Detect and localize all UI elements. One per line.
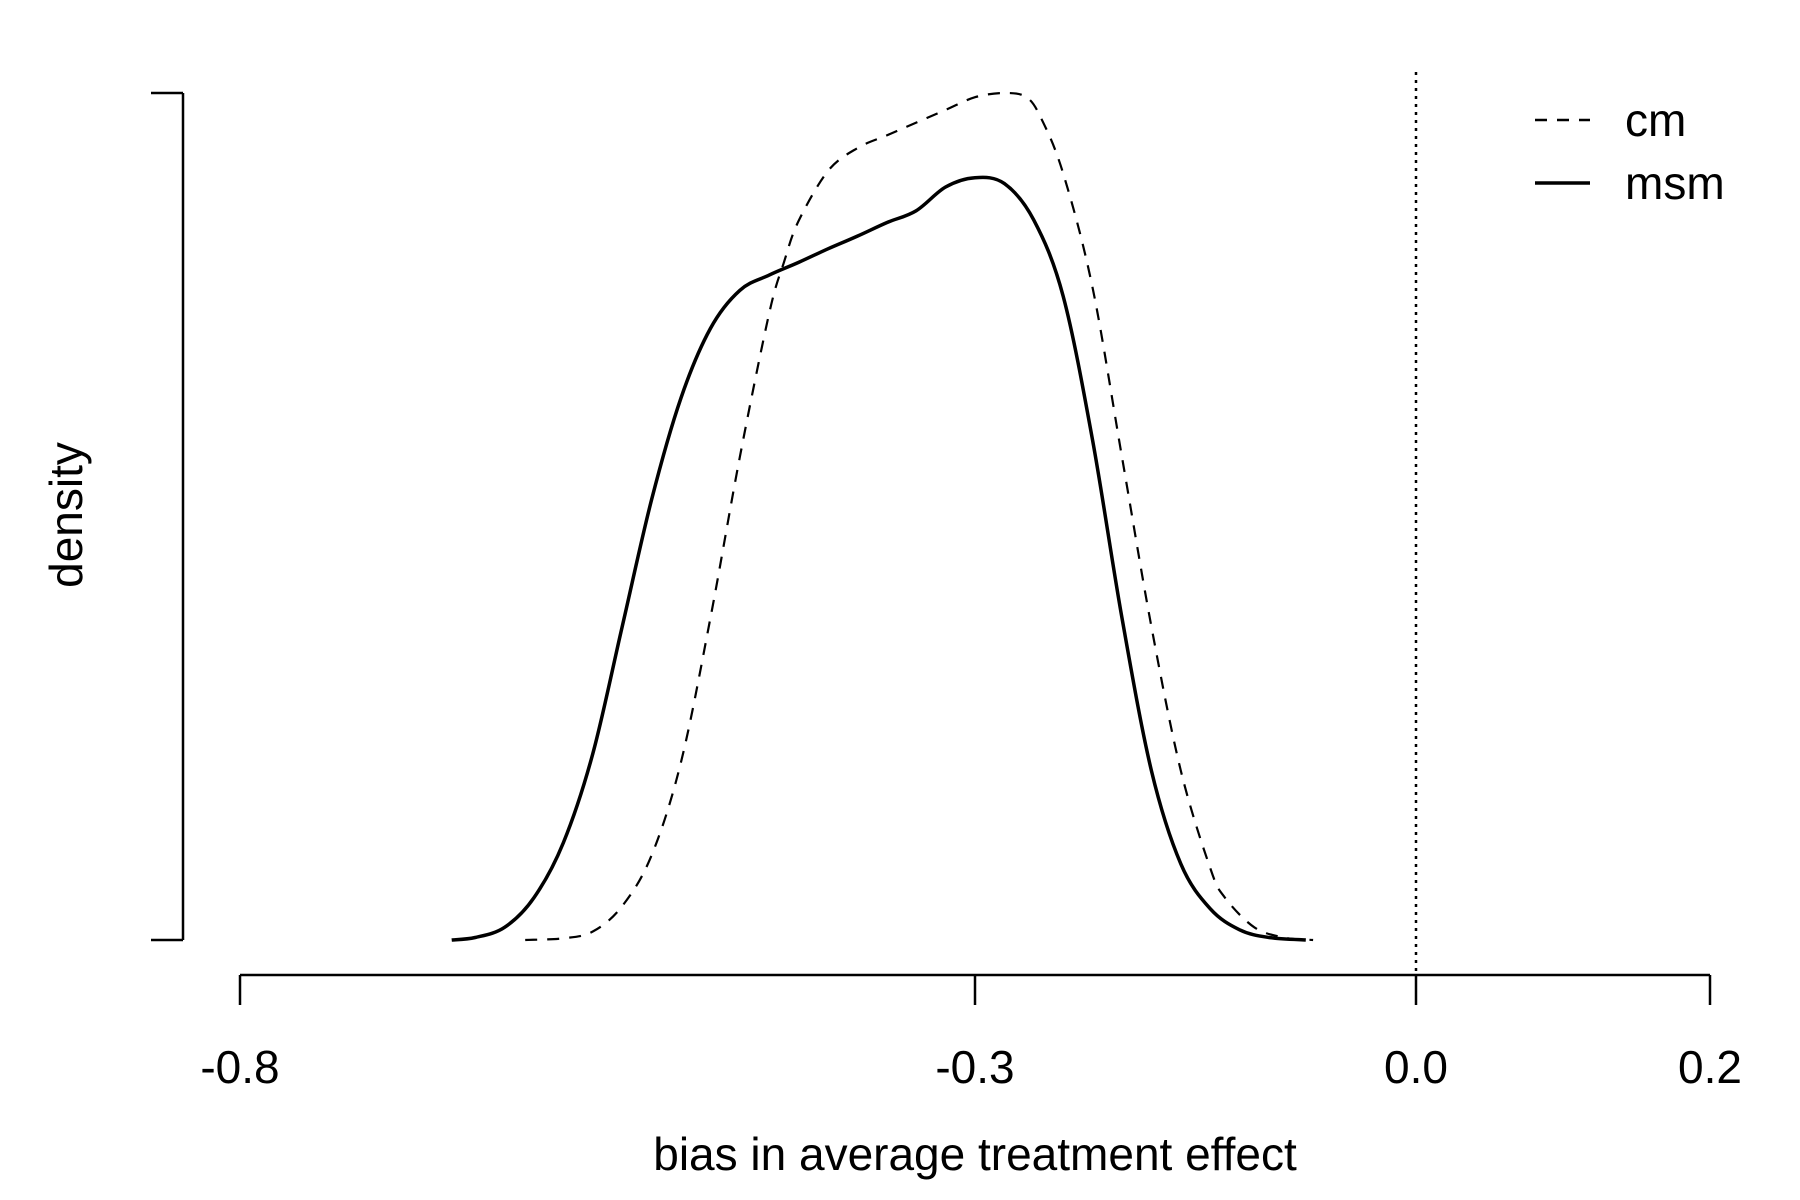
series-line-msm <box>451 175 1306 942</box>
x-tick-label: -0.8 <box>200 1041 279 1093</box>
x-axis-label: bias in average treatment effect <box>653 1128 1297 1180</box>
series-layer <box>451 91 1314 942</box>
x-axis: -0.8 -0.3 0.0 0.2 <box>200 973 1742 1093</box>
y-axis-label: density <box>40 442 92 588</box>
legend-label-cm: cm <box>1625 94 1686 146</box>
y-axis <box>151 91 185 942</box>
x-tick-label: 0.2 <box>1678 1041 1742 1093</box>
legend-label-msm: msm <box>1625 157 1725 209</box>
x-tick-label: 0.0 <box>1384 1041 1448 1093</box>
legend: cm msm <box>1535 94 1725 209</box>
x-tick-label: -0.3 <box>935 1041 1014 1093</box>
